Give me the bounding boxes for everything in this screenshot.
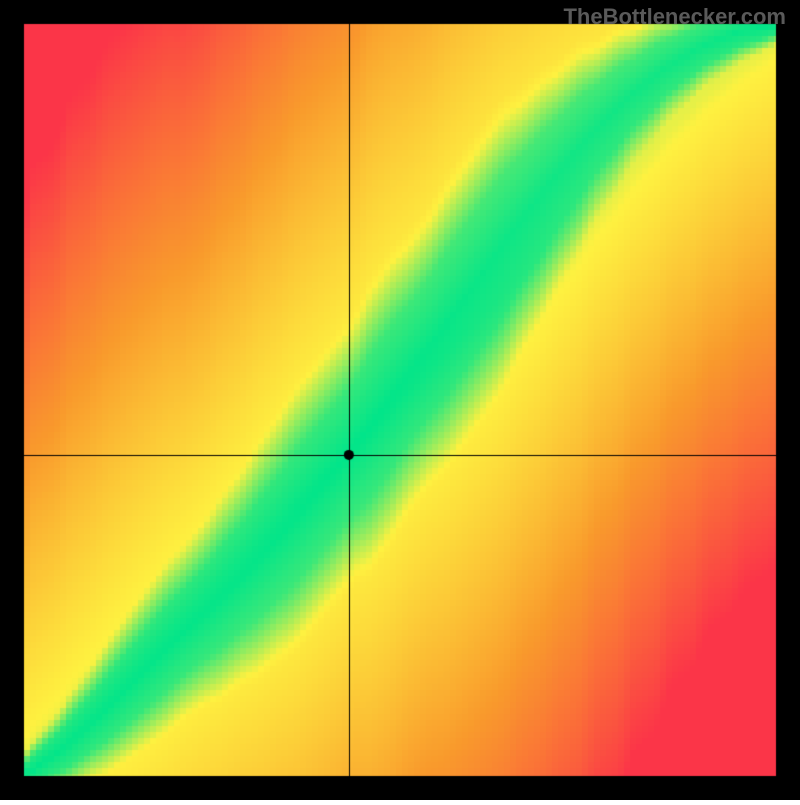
watermark-text: TheBottlenecker.com [563,4,786,30]
heatmap-plot [0,0,800,805]
heatmap-canvas [0,0,800,800]
